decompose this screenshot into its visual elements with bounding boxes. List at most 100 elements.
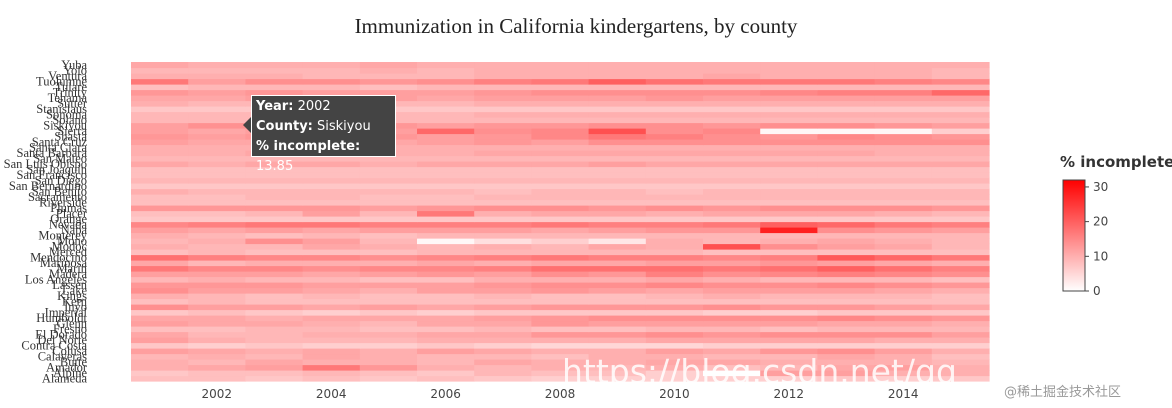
heatmap-cell[interactable]: [188, 133, 246, 140]
heatmap-cell[interactable]: [474, 359, 532, 366]
heatmap-cell[interactable]: [245, 249, 304, 256]
heatmap-cell[interactable]: [931, 282, 990, 289]
heatmap-cell[interactable]: [931, 375, 990, 382]
heatmap-cell[interactable]: [588, 117, 647, 124]
heatmap-cell[interactable]: [131, 298, 189, 305]
heatmap-cell[interactable]: [645, 260, 704, 267]
heatmap-cell[interactable]: [931, 260, 990, 267]
heatmap-cell[interactable]: [588, 232, 647, 239]
heatmap-cell[interactable]: [874, 359, 933, 366]
heatmap-cell[interactable]: [531, 293, 590, 300]
heatmap-cell[interactable]: [645, 331, 704, 338]
heatmap-cell[interactable]: [417, 331, 475, 338]
heatmap-cell[interactable]: [131, 100, 189, 107]
heatmap-cell[interactable]: [931, 172, 990, 179]
heatmap-cell[interactable]: [302, 232, 361, 239]
heatmap-cell[interactable]: [874, 199, 933, 206]
heatmap-cell[interactable]: [245, 78, 304, 85]
heatmap-cell[interactable]: [874, 128, 933, 135]
heatmap-cell[interactable]: [703, 287, 761, 294]
heatmap-cell[interactable]: [588, 133, 647, 140]
heatmap-cell[interactable]: [703, 89, 761, 96]
heatmap-cell[interactable]: [817, 205, 876, 212]
heatmap-cell[interactable]: [417, 194, 475, 201]
heatmap-cell[interactable]: [245, 342, 304, 349]
heatmap-cell[interactable]: [931, 89, 990, 96]
heatmap-cell[interactable]: [474, 271, 532, 278]
heatmap-cell[interactable]: [474, 62, 532, 69]
heatmap-cell[interactable]: [474, 249, 532, 256]
heatmap-cell[interactable]: [874, 227, 933, 234]
heatmap-cell[interactable]: [474, 188, 532, 195]
heatmap-cell[interactable]: [874, 348, 933, 355]
heatmap-cell[interactable]: [931, 106, 990, 113]
heatmap-cell[interactable]: [817, 111, 876, 118]
heatmap-cell[interactable]: [588, 188, 647, 195]
heatmap-cell[interactable]: [531, 128, 590, 135]
heatmap-cell[interactable]: [359, 243, 418, 250]
heatmap-cell[interactable]: [188, 359, 246, 366]
heatmap-cell[interactable]: [474, 370, 532, 377]
heatmap-cell[interactable]: [359, 216, 418, 223]
heatmap-cell[interactable]: [417, 326, 475, 333]
heatmap-cell[interactable]: [302, 326, 361, 333]
heatmap-cell[interactable]: [474, 161, 532, 168]
heatmap-cell[interactable]: [588, 122, 647, 129]
heatmap-cell[interactable]: [302, 161, 361, 168]
heatmap-cell[interactable]: [531, 298, 590, 305]
heatmap-cell[interactable]: [531, 326, 590, 333]
heatmap-cell[interactable]: [474, 106, 532, 113]
heatmap-cell[interactable]: [131, 210, 189, 217]
heatmap-cell[interactable]: [417, 348, 475, 355]
heatmap-cell[interactable]: [474, 364, 532, 371]
heatmap-cell[interactable]: [474, 293, 532, 300]
heatmap-cell[interactable]: [417, 375, 475, 382]
heatmap-cell[interactable]: [703, 309, 761, 316]
heatmap-cell[interactable]: [760, 117, 818, 124]
heatmap-cell[interactable]: [302, 249, 361, 256]
heatmap-cell[interactable]: [417, 304, 475, 311]
heatmap-cell[interactable]: [245, 67, 304, 74]
heatmap-cell[interactable]: [417, 271, 475, 278]
heatmap-cell[interactable]: [760, 309, 818, 316]
heatmap-cell[interactable]: [817, 293, 876, 300]
heatmap-cell[interactable]: [645, 348, 704, 355]
heatmap-cell[interactable]: [588, 150, 647, 157]
heatmap-cell[interactable]: [245, 73, 304, 80]
heatmap-cell[interactable]: [874, 216, 933, 223]
heatmap-cell[interactable]: [131, 128, 189, 135]
heatmap-cell[interactable]: [817, 232, 876, 239]
heatmap-cell[interactable]: [645, 271, 704, 278]
heatmap-cell[interactable]: [817, 249, 876, 256]
heatmap-cell[interactable]: [531, 205, 590, 212]
heatmap-cell[interactable]: [931, 122, 990, 129]
heatmap-cell[interactable]: [703, 260, 761, 267]
heatmap-cell[interactable]: [760, 166, 818, 173]
heatmap-cell[interactable]: [817, 331, 876, 338]
heatmap-cell[interactable]: [302, 260, 361, 267]
heatmap-cell[interactable]: [245, 166, 304, 173]
heatmap-cell[interactable]: [359, 309, 418, 316]
heatmap-cell[interactable]: [588, 254, 647, 261]
heatmap-cell[interactable]: [245, 293, 304, 300]
heatmap-cell[interactable]: [188, 221, 246, 228]
heatmap-cell[interactable]: [474, 315, 532, 322]
heatmap-cell[interactable]: [703, 144, 761, 151]
heatmap-cell[interactable]: [531, 111, 590, 118]
heatmap-cell[interactable]: [188, 287, 246, 294]
heatmap-cell[interactable]: [359, 161, 418, 168]
heatmap-cell[interactable]: [188, 293, 246, 300]
heatmap-cell[interactable]: [359, 271, 418, 278]
heatmap-cell[interactable]: [531, 315, 590, 322]
heatmap-cell[interactable]: [931, 177, 990, 184]
heatmap-cell[interactable]: [531, 232, 590, 239]
heatmap-cell[interactable]: [874, 78, 933, 85]
heatmap-cell[interactable]: [531, 183, 590, 190]
heatmap-cell[interactable]: [760, 122, 818, 129]
heatmap-cell[interactable]: [760, 155, 818, 162]
heatmap-cell[interactable]: [645, 150, 704, 157]
heatmap-cell[interactable]: [302, 216, 361, 223]
heatmap-cell[interactable]: [417, 73, 475, 80]
heatmap-cell[interactable]: [474, 150, 532, 157]
heatmap-cell[interactable]: [645, 243, 704, 250]
